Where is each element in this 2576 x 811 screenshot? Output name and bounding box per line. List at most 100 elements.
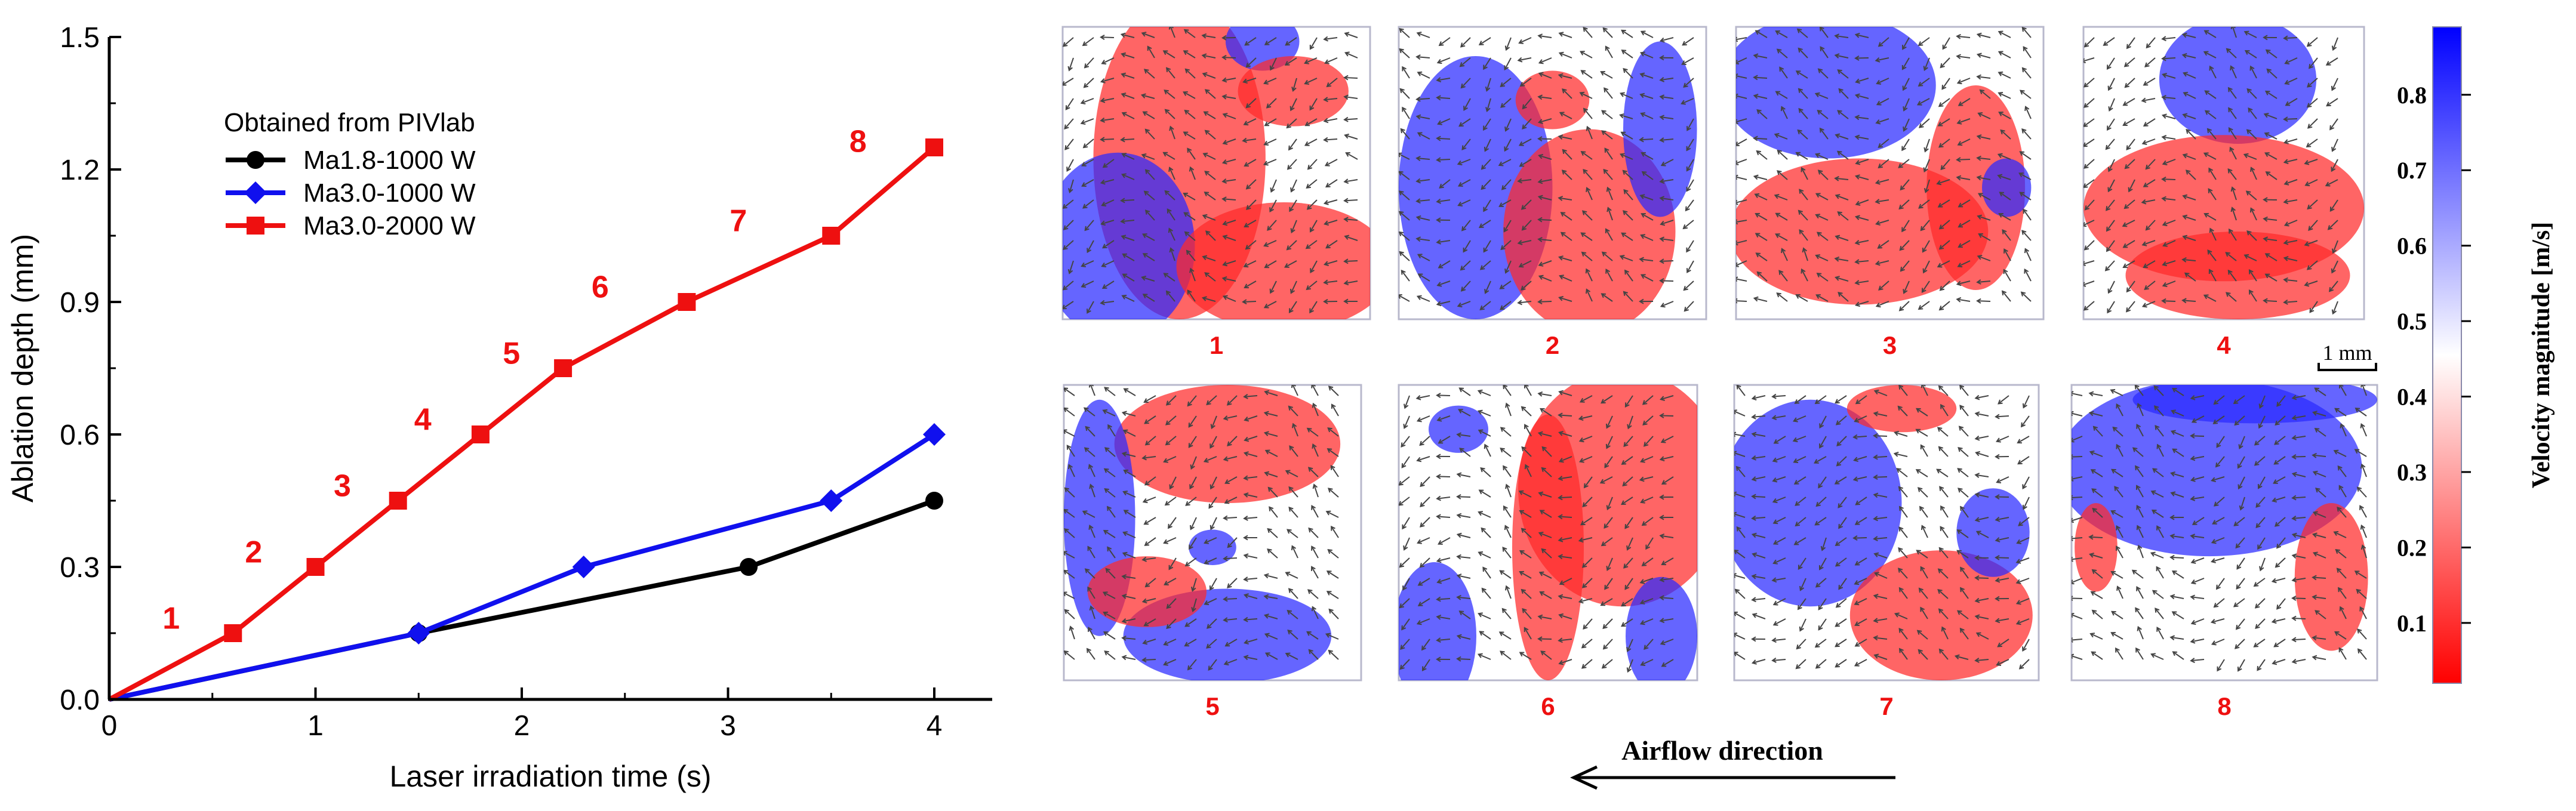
airflow-label: Airflow direction — [1621, 735, 1823, 766]
high-velocity-region — [1393, 562, 1476, 710]
velocity-panel-8: 8 — [2056, 376, 2377, 720]
legend-marker-ma30-1000 — [244, 181, 267, 204]
data-point — [407, 622, 430, 645]
panel-label: 6 — [1541, 692, 1555, 720]
y-tick-label: 0.6 — [60, 420, 100, 451]
velocity-panel-3: 3 — [1721, 13, 2043, 360]
x-tick-label: 2 — [514, 710, 530, 742]
velocity-vector — [1559, 497, 1572, 498]
colorbar-tick-label: 0.5 — [2397, 308, 2427, 335]
high-velocity-region — [1721, 13, 1936, 159]
velocity-vector — [1996, 557, 2009, 558]
annotation-label: 1 — [162, 602, 180, 636]
data-point — [822, 227, 840, 245]
colorbar-label: Velocity magnitude [m/s] — [2528, 222, 2555, 488]
airflow-annotation: Airflow direction — [1574, 735, 1895, 788]
annotation-label: 8 — [850, 124, 867, 159]
velocity-panel-2: 2 — [1398, 27, 1706, 359]
x-tick-label: 0 — [101, 710, 118, 742]
velocity-vector — [1660, 280, 1673, 281]
velocity-vector — [1437, 395, 1450, 396]
data-point — [925, 138, 943, 156]
velocity-panels: 1 2 3 4 5 6 7 8 — [1041, 0, 2377, 720]
series-line-2 — [109, 147, 934, 699]
panel-label: 3 — [1883, 331, 1897, 359]
x-tick-label: 3 — [720, 710, 736, 742]
data-point — [307, 558, 325, 576]
velocity-vector — [1538, 301, 1552, 302]
velocity-vector — [2171, 557, 2184, 558]
scale-bar: 1 mm — [2319, 341, 2376, 370]
y-tick-label: 0.0 — [60, 684, 100, 716]
colorbar-tick-label: 0.1 — [2397, 610, 2427, 637]
colorbar-tick-label: 0.2 — [2397, 534, 2427, 561]
y-tick-label: 1.2 — [60, 155, 100, 186]
legend-label-ma30-1000: Ma3.0-1000 W — [303, 178, 476, 208]
velocity-vector — [1101, 139, 1114, 140]
low-velocity-region — [1512, 415, 1584, 681]
velocity-vector — [1223, 57, 1236, 58]
legend-marker-ma30-2000 — [247, 217, 264, 235]
legend-marker-ma18-1000 — [247, 151, 264, 169]
annotation-label: 7 — [730, 204, 747, 239]
low-velocity-region — [2126, 232, 2350, 319]
velocity-vector — [1437, 159, 1450, 160]
data-point — [389, 492, 407, 510]
legend-label-ma30-2000: Ma3.0-2000 W — [303, 211, 476, 240]
annotation-label: 2 — [245, 535, 262, 570]
legend-title: Obtained from PIVlab — [224, 108, 475, 137]
panel-label: 2 — [1546, 331, 1559, 359]
scale-bar-label: 1 mm — [2322, 341, 2372, 365]
panel-field — [1398, 27, 1697, 334]
legend-label-ma18-1000: Ma1.8-1000 W — [303, 146, 476, 175]
series-group — [109, 138, 946, 699]
panel-label: 4 — [2217, 331, 2231, 359]
panel-label: 7 — [1879, 692, 1893, 720]
data-point — [925, 492, 943, 510]
velocity-panel-4: 4 — [2082, 15, 2364, 359]
y-tick-label: 0.3 — [60, 552, 100, 584]
y-tick-group: 0.00.30.60.91.21.5 — [60, 0, 121, 716]
velocity-vector — [1243, 301, 1256, 302]
panel-label: 8 — [2217, 692, 2231, 720]
velocity-panel-5: 5 — [1063, 383, 1361, 720]
velocity-vector — [1957, 159, 1970, 160]
legend: Obtained from PIVlab Ma1.8-1000 W Ma3.0-… — [224, 108, 476, 240]
velocity-vector — [1437, 476, 1450, 477]
annotation-label: 4 — [414, 403, 432, 437]
high-velocity-region — [1956, 488, 2029, 577]
low-velocity-region — [1516, 71, 1590, 129]
velocity-vector — [2292, 618, 2306, 619]
x-tick-label: 1 — [307, 710, 324, 742]
high-velocity-region — [1626, 577, 1697, 695]
high-velocity-region — [1982, 159, 2031, 217]
series-line-1 — [109, 434, 934, 699]
annotation-label: 3 — [334, 469, 351, 504]
y-tick-label: 1.5 — [60, 22, 100, 54]
velocity-vector — [2292, 639, 2306, 640]
high-velocity-region — [2132, 376, 2377, 423]
velocity-vector — [1143, 659, 1156, 660]
high-velocity-region — [1623, 42, 1697, 217]
colorbar: 0.10.20.30.40.50.60.70.8 Velocity magnit… — [2397, 27, 2555, 683]
velocity-vector — [2162, 179, 2175, 180]
panel-label: 1 — [1209, 331, 1223, 359]
colorbar-tick-label: 0.7 — [2397, 157, 2427, 184]
annotation-label: 6 — [592, 270, 609, 305]
data-point — [554, 359, 572, 377]
x-axis-label: Laser irradiation time (s) — [389, 760, 711, 793]
velocity-vector — [2292, 598, 2306, 599]
y-axis-label: Ablation depth (mm) — [6, 234, 39, 502]
low-velocity-region — [1177, 202, 1392, 331]
colorbar-tick-label: 0.6 — [2397, 233, 2427, 260]
data-point — [224, 624, 242, 642]
colorbar-tick-label: 0.3 — [2397, 459, 2427, 486]
velocity-panel-6: 6 — [1393, 370, 1727, 720]
velocity-panel-1: 1 — [1041, 0, 1392, 359]
velocity-vector — [1660, 415, 1673, 416]
